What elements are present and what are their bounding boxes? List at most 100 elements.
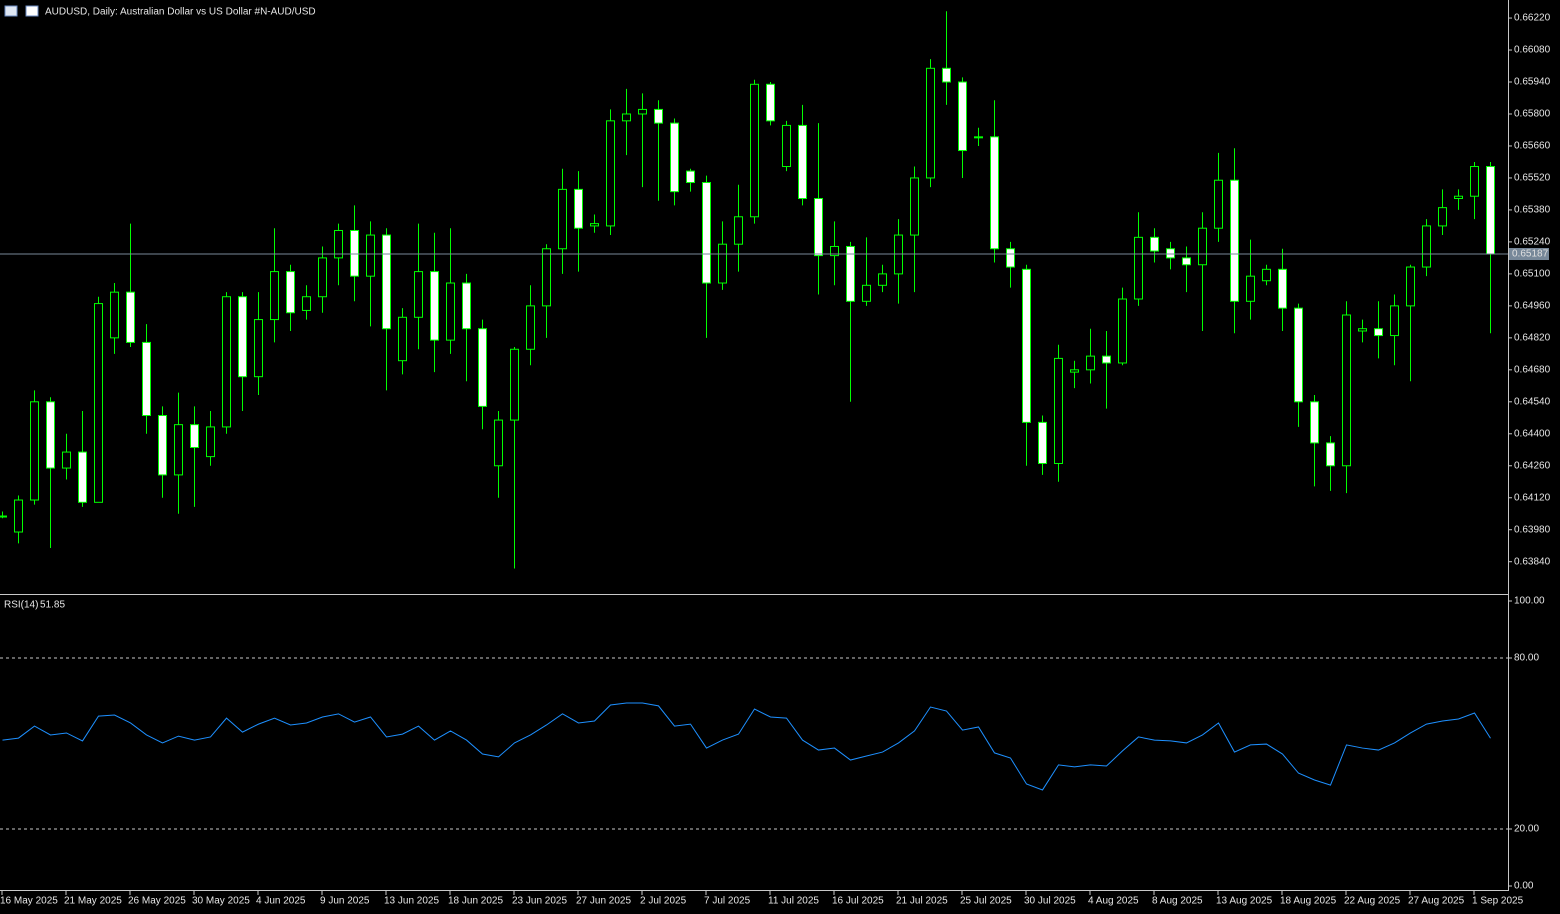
candle-body	[1390, 305, 1399, 337]
candle-body	[1022, 268, 1031, 423]
candle-body	[1342, 314, 1351, 467]
x-tick-label: 4 Aug 2025	[1088, 896, 1139, 907]
candle-body	[670, 122, 679, 193]
y-tick-label: 0.64960	[1514, 301, 1551, 312]
candle-body	[1054, 357, 1063, 464]
candle-body	[606, 120, 615, 227]
candle-body	[574, 188, 583, 229]
y-tick-label: 0.63840	[1514, 556, 1551, 567]
candle-body	[254, 319, 263, 378]
candle-body	[1070, 369, 1079, 373]
candle-body	[1150, 236, 1159, 252]
candle-body	[1294, 307, 1303, 403]
candle-body	[430, 271, 439, 341]
candle-body	[942, 67, 951, 83]
x-tick-label: 16 Jul 2025	[832, 896, 884, 907]
x-tick-label: 27 Jun 2025	[576, 896, 631, 907]
x-tick-label: 21 Jul 2025	[896, 896, 948, 907]
candle-body	[1438, 207, 1447, 227]
candle-body	[1038, 421, 1047, 464]
indicator-title: RSI(14)	[4, 600, 38, 611]
candle-body	[462, 282, 471, 330]
candle-body	[542, 248, 551, 307]
candle-body	[1278, 268, 1287, 309]
candle-body	[798, 124, 807, 200]
candle-body	[926, 67, 935, 179]
chart-title: AUDUSD, Daily: Australian Dollar vs US D…	[45, 7, 316, 18]
x-tick-label: 2 Jul 2025	[640, 896, 687, 907]
candle-body	[1326, 442, 1335, 467]
candle-body	[1182, 257, 1191, 266]
candle-body	[398, 316, 407, 362]
candle-body	[14, 499, 23, 533]
x-tick-label: 13 Jun 2025	[384, 896, 439, 907]
candle-body	[190, 424, 199, 448]
candle-body	[366, 234, 375, 277]
candle-body	[1246, 275, 1255, 302]
candle-body	[478, 328, 487, 407]
x-tick-label: 27 Aug 2025	[1408, 896, 1465, 907]
candle-body	[654, 108, 663, 124]
candle-body	[958, 81, 967, 152]
candle-body	[414, 271, 423, 318]
candle-body	[0, 515, 7, 518]
indicator-value: 51.85	[40, 600, 65, 611]
candle-body	[382, 234, 391, 330]
y-tick-label: 0.66220	[1514, 13, 1551, 24]
x-tick-label: 13 Aug 2025	[1216, 896, 1273, 907]
candle-body	[766, 83, 775, 122]
y-tick-label: 0.63980	[1514, 524, 1551, 535]
y-tick-label: 0.65380	[1514, 205, 1551, 216]
y-tick-label: 0.65520	[1514, 173, 1551, 184]
y-tick-label: 0.65240	[1514, 237, 1551, 248]
candle-body	[1454, 195, 1463, 200]
candle-body	[446, 282, 455, 341]
x-tick-label: 11 Jul 2025	[768, 896, 819, 907]
candle-body	[1262, 268, 1271, 282]
candle-body	[990, 136, 999, 250]
candle-body	[1486, 166, 1495, 255]
x-tick-label: 18 Aug 2025	[1280, 896, 1337, 907]
candle-body	[1214, 179, 1223, 229]
candle-body	[734, 216, 743, 245]
x-tick-label: 9 Jun 2025	[320, 896, 370, 907]
x-tick-label: 26 May 2025	[128, 896, 186, 907]
candle-body	[686, 170, 695, 184]
y-tick-label: 0.64820	[1514, 332, 1551, 343]
x-tick-label: 18 Jun 2025	[448, 896, 503, 907]
y-tick-label: 0.64120	[1514, 492, 1551, 503]
candle-body	[78, 451, 87, 503]
candle-body	[494, 419, 503, 467]
y-tick-label: 0.64540	[1514, 396, 1551, 407]
candle-body	[1358, 328, 1367, 332]
y-tick-label: 0.65660	[1514, 141, 1551, 152]
x-tick-label: 7 Jul 2025	[704, 896, 751, 907]
candle-body	[62, 451, 71, 469]
y-tick-label: 0.66080	[1514, 45, 1551, 56]
candle-body	[1102, 355, 1111, 364]
candle-body	[638, 108, 647, 115]
candle-body	[1166, 248, 1175, 259]
rsi-line	[2, 702, 1491, 791]
candle-body	[830, 245, 839, 257]
y-tick-label: 0.65100	[1514, 269, 1551, 280]
x-tick-label: 1 Sep 2025	[1472, 896, 1524, 907]
candle-body	[750, 83, 759, 218]
candle-body	[974, 136, 983, 139]
y-tick-label: 0.64400	[1514, 428, 1551, 439]
chart-icon	[25, 5, 39, 17]
candle-body	[110, 291, 119, 339]
candle-body	[270, 271, 279, 321]
y-tick-label: 80.00	[1514, 653, 1539, 664]
candle-body	[510, 348, 519, 421]
x-tick-label: 30 May 2025	[192, 896, 250, 907]
x-tick-label: 16 May 2025	[0, 896, 58, 907]
candle-body	[782, 124, 791, 168]
candle-body	[1470, 166, 1479, 197]
current-price-tag	[1509, 248, 1549, 261]
y-tick-label: 0.65800	[1514, 109, 1551, 120]
candle-body	[526, 305, 535, 350]
candle-body	[94, 303, 103, 503]
candle-body	[158, 415, 167, 476]
